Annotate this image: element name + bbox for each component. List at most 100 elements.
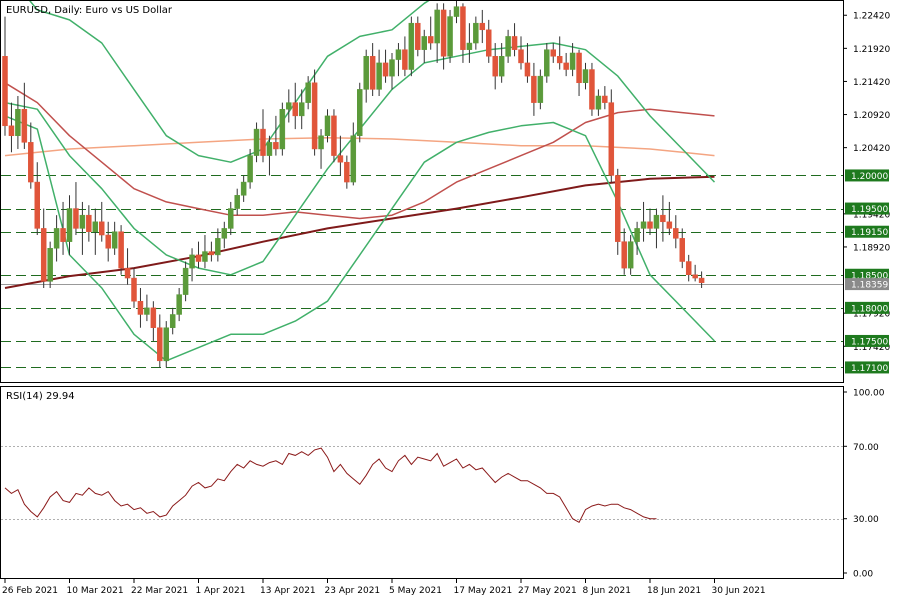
bull-candle [627, 241, 634, 269]
bull-candle [537, 75, 544, 103]
time-tick-label: 13 Apr 2021 [260, 586, 316, 596]
rsi-tick-label: 100.00 [853, 389, 885, 399]
bull-candle [182, 267, 189, 295]
bull-candle [240, 181, 247, 196]
bull-candle [389, 59, 395, 77]
bear-candle [292, 102, 298, 117]
bear-candle [550, 49, 556, 57]
bull-candle [395, 49, 402, 60]
bear-candle [369, 56, 376, 90]
bear-candle [99, 221, 105, 236]
bear-candle [60, 228, 66, 242]
bull-candle [221, 228, 228, 239]
bull-candle [498, 56, 505, 77]
time-tick-label: 8 Jun 2021 [583, 586, 631, 596]
time-tick-label: 5 May 2021 [389, 586, 442, 596]
ma-mid-line [4, 82, 715, 220]
bear-candle [415, 22, 421, 50]
bear-candle [692, 274, 698, 279]
bull-candle [79, 214, 86, 229]
bear-candle [602, 95, 608, 103]
price-tick-label: 1.20920 [853, 111, 890, 121]
level-label-box [845, 334, 889, 347]
bear-candle [150, 307, 157, 328]
bear-candle [608, 102, 615, 176]
bear-candle [673, 228, 679, 239]
level-label-box [845, 225, 889, 238]
price-tick-label: 1.22420 [853, 12, 890, 22]
bull-candle [305, 82, 311, 103]
rsi-title: RSI(14) 29.94 [6, 391, 75, 402]
bear-candle [440, 9, 447, 57]
bull-candle [247, 155, 253, 183]
level-label-box [845, 202, 889, 215]
bull-candle [466, 42, 473, 50]
bull-candle [421, 36, 427, 50]
bull-candle [169, 314, 176, 328]
bear-candle [563, 62, 569, 70]
bear-candle [331, 115, 337, 156]
bull-candle [544, 49, 550, 77]
level-label-box [845, 268, 889, 281]
ma-slow-line [4, 136, 715, 157]
bear-candle [344, 161, 350, 183]
bear-candle [34, 181, 40, 229]
price-tick-label: 1.21420 [853, 78, 890, 88]
bull-candle [15, 108, 21, 136]
bull-candle [473, 22, 479, 44]
bull-candle [505, 36, 511, 57]
chart-title: EURUSD, Daily: Euro vs US Dollar [6, 5, 173, 16]
bull-candle [253, 128, 260, 156]
time-tick-label: 23 Apr 2021 [325, 586, 381, 596]
level-label: 1.18500 [851, 271, 888, 281]
bull-candle [47, 248, 53, 282]
level-label-box [845, 169, 889, 182]
level-label: 1.17500 [851, 337, 888, 347]
bear-candle [157, 327, 163, 362]
bear-candle [647, 221, 653, 229]
rsi-panel [0, 386, 844, 579]
bull-candle [163, 327, 169, 362]
bull-candle [324, 115, 331, 136]
bear-candle [615, 175, 621, 242]
rsi-line [4, 447, 657, 523]
bear-candle [2, 56, 8, 127]
bear-candle [685, 261, 692, 276]
bollinger-upper-line [29, 1, 430, 163]
bear-candle [208, 251, 215, 256]
rsi-tick-label: 0.00 [853, 570, 873, 580]
price-tick-label: 1.20420 [853, 144, 890, 154]
bear-candle [273, 142, 279, 150]
bull-candle [434, 9, 440, 44]
bollinger-lower-line [4, 115, 716, 362]
rsi-tick-label: 30.00 [853, 515, 879, 525]
bear-candle [492, 56, 498, 77]
level-label: 1.19500 [851, 205, 888, 215]
bull-candle [228, 208, 234, 229]
bull-candle [408, 22, 415, 70]
bear-candle [195, 254, 202, 262]
bear-candle [556, 56, 563, 64]
bear-candle [460, 6, 466, 50]
bull-candle [53, 228, 60, 249]
time-tick-label: 10 Mar 2021 [67, 586, 124, 596]
bull-candle [215, 238, 221, 256]
bear-candle [679, 238, 685, 262]
bull-candle [595, 95, 602, 110]
bear-candle [311, 82, 318, 150]
bull-candle [318, 135, 324, 150]
bull-candle [286, 102, 292, 110]
bear-candle [8, 125, 15, 136]
bear-candle [402, 49, 408, 70]
level-label-box [845, 301, 889, 314]
bear-candle [337, 155, 344, 163]
bear-candle [105, 234, 111, 249]
bull-candle [569, 52, 576, 70]
time-tick-label: 30 Jun 2021 [712, 586, 766, 596]
bull-candle [653, 214, 660, 229]
time-tick-label: 26 Feb 2021 [2, 586, 58, 596]
bull-candle [376, 62, 382, 90]
bull-candle [189, 254, 195, 269]
bear-candle [382, 62, 389, 77]
bid-label: 1.18359 [851, 281, 888, 291]
